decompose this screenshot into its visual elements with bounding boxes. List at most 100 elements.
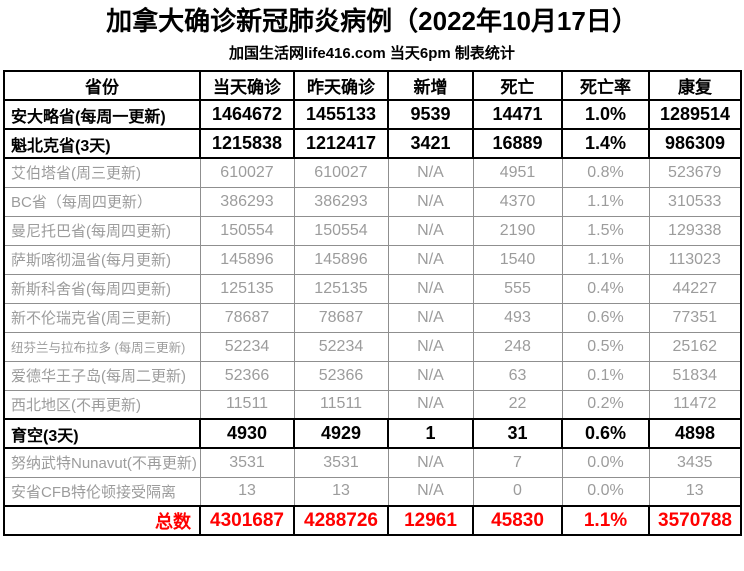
today-confirmed-cell: 4930 [199,418,295,449]
recovered-cell: 77351 [648,302,742,333]
total-row: 总数 4301687 4288726 12961 45830 1.1% 3570… [3,505,742,536]
recovered-cell: 986309 [648,128,742,159]
table-body: 安大略省(每周一更新) 1464672 1455133 9539 14471 1… [3,99,742,507]
province-cell: 曼尼托巴省(每周四更新) [3,215,201,246]
yesterday-confirmed-cell: 52234 [293,331,389,362]
recovered-cell: 113023 [648,244,742,275]
new-cases-cell: N/A [387,273,474,304]
province-cell: 安省CFB特伦顿接受隔离 [3,476,201,507]
yesterday-confirmed-cell: 13 [293,476,389,507]
province-cell: 新不伦瑞克省(周三更新) [3,302,201,333]
death-rate-cell: 1.5% [561,215,650,246]
today-confirmed-cell: 610027 [199,157,295,188]
recovered-cell: 523679 [648,157,742,188]
province-cell: 爱德华王子岛(每周二更新) [3,360,201,391]
total-deaths: 45830 [472,505,563,536]
province-cell: 魁北克省(3天) [3,128,201,159]
total-today-confirmed: 4301687 [199,505,295,536]
yesterday-confirmed-cell: 4929 [293,418,389,449]
table-row: 魁北克省(3天) 1215838 1212417 3421 16889 1.4%… [3,128,742,159]
recovered-cell: 4898 [648,418,742,449]
new-cases-cell: N/A [387,389,474,420]
death-rate-cell: 0.8% [561,157,650,188]
yesterday-confirmed-cell: 1455133 [293,99,389,130]
deaths-cell: 4370 [472,186,563,217]
total-death-rate: 1.1% [561,505,650,536]
table-row: 努纳武特Nunavut(不再更新) 3531 3531 N/A 7 0.0% 3… [3,447,742,478]
col-header-deaths: 死亡 [472,70,563,101]
yesterday-confirmed-cell: 52366 [293,360,389,391]
recovered-cell: 11472 [648,389,742,420]
today-confirmed-cell: 1215838 [199,128,295,159]
cases-table: 省份 当天确诊 昨天确诊 新增 死亡 死亡率 康复 安大略省(每周一更新) 14… [3,70,742,536]
province-cell: 萨斯喀彻温省(每月更新) [3,244,201,275]
deaths-cell: 31 [472,418,563,449]
province-cell: BC省（每周四更新） [3,186,201,217]
page-title: 加拿大确诊新冠肺炎病例（2022年10月17日） [106,6,638,36]
table-row: 安大略省(每周一更新) 1464672 1455133 9539 14471 1… [3,99,742,130]
col-header-province: 省份 [3,70,201,101]
col-header-yesterday-confirmed: 昨天确诊 [293,70,389,101]
new-cases-cell: N/A [387,476,474,507]
yesterday-confirmed-cell: 3531 [293,447,389,478]
total-yesterday-confirmed: 4288726 [293,505,389,536]
deaths-cell: 248 [472,331,563,362]
deaths-cell: 1540 [472,244,563,275]
new-cases-cell: N/A [387,447,474,478]
table-row: 安省CFB特伦顿接受隔离 13 13 N/A 0 0.0% 13 [3,476,742,507]
new-cases-cell: N/A [387,157,474,188]
province-cell: 西北地区(不再更新) [3,389,201,420]
deaths-cell: 7 [472,447,563,478]
yesterday-confirmed-cell: 78687 [293,302,389,333]
today-confirmed-cell: 145896 [199,244,295,275]
today-confirmed-cell: 13 [199,476,295,507]
province-cell: 艾伯塔省(周三更新) [3,157,201,188]
today-confirmed-cell: 52366 [199,360,295,391]
new-cases-cell: N/A [387,244,474,275]
deaths-cell: 555 [472,273,563,304]
table-row: 艾伯塔省(周三更新) 610027 610027 N/A 4951 0.8% 5… [3,157,742,188]
col-header-death-rate: 死亡率 [561,70,650,101]
yesterday-confirmed-cell: 125135 [293,273,389,304]
recovered-cell: 25162 [648,331,742,362]
deaths-cell: 16889 [472,128,563,159]
deaths-cell: 493 [472,302,563,333]
today-confirmed-cell: 11511 [199,389,295,420]
col-header-new-cases: 新增 [387,70,474,101]
today-confirmed-cell: 125135 [199,273,295,304]
recovered-cell: 129338 [648,215,742,246]
col-header-today-confirmed: 当天确诊 [199,70,295,101]
table-row: 新斯科舍省(每周四更新) 125135 125135 N/A 555 0.4% … [3,273,742,304]
deaths-cell: 22 [472,389,563,420]
new-cases-cell: N/A [387,302,474,333]
yesterday-confirmed-cell: 145896 [293,244,389,275]
table-row: 育空(3天) 4930 4929 1 31 0.6% 4898 [3,418,742,449]
total-recovered: 3570788 [648,505,742,536]
new-cases-cell: 3421 [387,128,474,159]
new-cases-cell: 1 [387,418,474,449]
death-rate-cell: 1.4% [561,128,650,159]
table-row: 纽芬兰与拉布拉多 (每周三更新) 52234 52234 N/A 248 0.5… [3,331,742,362]
yesterday-confirmed-cell: 610027 [293,157,389,188]
today-confirmed-cell: 150554 [199,215,295,246]
total-new-cases: 12961 [387,505,474,536]
province-cell: 纽芬兰与拉布拉多 (每周三更新) [3,331,201,362]
deaths-cell: 0 [472,476,563,507]
new-cases-cell: N/A [387,186,474,217]
new-cases-cell: N/A [387,215,474,246]
deaths-cell: 2190 [472,215,563,246]
table-row: 萨斯喀彻温省(每月更新) 145896 145896 N/A 1540 1.1%… [3,244,742,275]
yesterday-confirmed-cell: 150554 [293,215,389,246]
death-rate-cell: 0.5% [561,331,650,362]
total-label: 总数 [3,505,201,536]
province-cell: 努纳武特Nunavut(不再更新) [3,447,201,478]
death-rate-cell: 1.0% [561,99,650,130]
province-cell: 育空(3天) [3,418,201,449]
death-rate-cell: 1.1% [561,244,650,275]
table-row: 西北地区(不再更新) 11511 11511 N/A 22 0.2% 11472 [3,389,742,420]
deaths-cell: 4951 [472,157,563,188]
death-rate-cell: 1.1% [561,186,650,217]
table-row: 曼尼托巴省(每周四更新) 150554 150554 N/A 2190 1.5%… [3,215,742,246]
recovered-cell: 3435 [648,447,742,478]
table-row: BC省（每周四更新） 386293 386293 N/A 4370 1.1% 3… [3,186,742,217]
